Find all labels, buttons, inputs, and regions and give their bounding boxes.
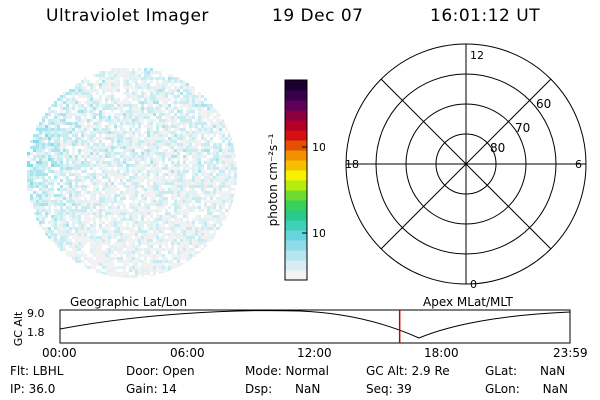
gc-alt-axis-label: GC Alt	[12, 311, 25, 346]
colorbar-cell	[285, 160, 307, 171]
colorbar-cell	[285, 250, 307, 261]
geographic-label: Geographic Lat/Lon	[70, 295, 188, 309]
status-ip: IP: 36.0	[10, 382, 56, 396]
colorbar-cell	[285, 260, 307, 271]
polar-mlt-plot: 12 0 18 6 60 70 80	[345, 43, 587, 291]
status-seq: Seq: 39	[366, 382, 412, 396]
colorbar-cell	[285, 190, 307, 201]
date-label: 19 Dec 07	[272, 6, 364, 26]
colorbar-cell	[285, 210, 307, 221]
instrument-title: Ultraviolet Imager	[46, 6, 209, 26]
polar-label-12: 12	[470, 49, 484, 62]
polar-label-6: 6	[575, 158, 582, 171]
colorbar-cell	[285, 110, 307, 121]
colorbar-unit-label: photon cm⁻²s⁻¹	[266, 133, 280, 226]
time-tick-0600: 06:00	[170, 346, 205, 360]
colorbar-cell	[285, 230, 307, 241]
colorbar-cell	[285, 130, 307, 141]
colorbar-tick-100: 100	[312, 141, 325, 154]
uv-disk-image	[27, 68, 237, 278]
polar-ring-80: 80	[490, 141, 505, 155]
colorbar-cell	[285, 270, 307, 281]
time-tick-1800: 18:00	[424, 346, 459, 360]
polar-ring-60: 60	[536, 97, 551, 111]
apex-label: Apex MLat/MLT	[423, 295, 513, 309]
status-mode: Mode: Normal	[245, 364, 329, 378]
y-tick-9: 9.0	[27, 307, 45, 320]
colorbar-cell	[285, 100, 307, 111]
colorbar-cell	[285, 90, 307, 101]
colorbar-cell	[285, 80, 307, 91]
colorbar-cell	[285, 170, 307, 181]
status-gc-alt: GC Alt: 2.9 Re	[366, 364, 450, 378]
time-label: 16:01:12 UT	[430, 6, 541, 26]
colorbar-cell	[285, 150, 307, 161]
colorbar-cell	[285, 120, 307, 131]
polar-label-18: 18	[345, 158, 359, 171]
colorbar-cell	[285, 140, 307, 151]
status-door: Door: Open	[126, 364, 195, 378]
status-glon: GLon: NaN	[485, 382, 568, 396]
time-tick-2359: 23:59	[553, 346, 588, 360]
colorbar-cell	[285, 200, 307, 211]
polar-label-0: 0	[470, 278, 477, 291]
colorbar-tick-10: 10	[312, 227, 325, 240]
colorbar-cell	[285, 180, 307, 191]
polar-ring-70: 70	[515, 121, 530, 135]
status-dsp: Dsp: NaN	[245, 382, 321, 396]
status-glat: GLat: NaN	[485, 364, 566, 378]
colorbar-cell	[285, 240, 307, 251]
y-tick-1-8: 1.8	[27, 326, 45, 339]
time-tick-1200: 12:00	[297, 346, 332, 360]
colorbar: 100 10 photon cm⁻²s⁻¹	[266, 79, 325, 281]
orbit-altitude-plot: GC Alt 9.0 1.8	[12, 307, 571, 346]
status-flt: Flt: LBHL	[10, 364, 64, 378]
status-gain: Gain: 14	[126, 382, 177, 396]
time-tick-0000: 00:00	[42, 346, 77, 360]
colorbar-cell	[285, 220, 307, 231]
